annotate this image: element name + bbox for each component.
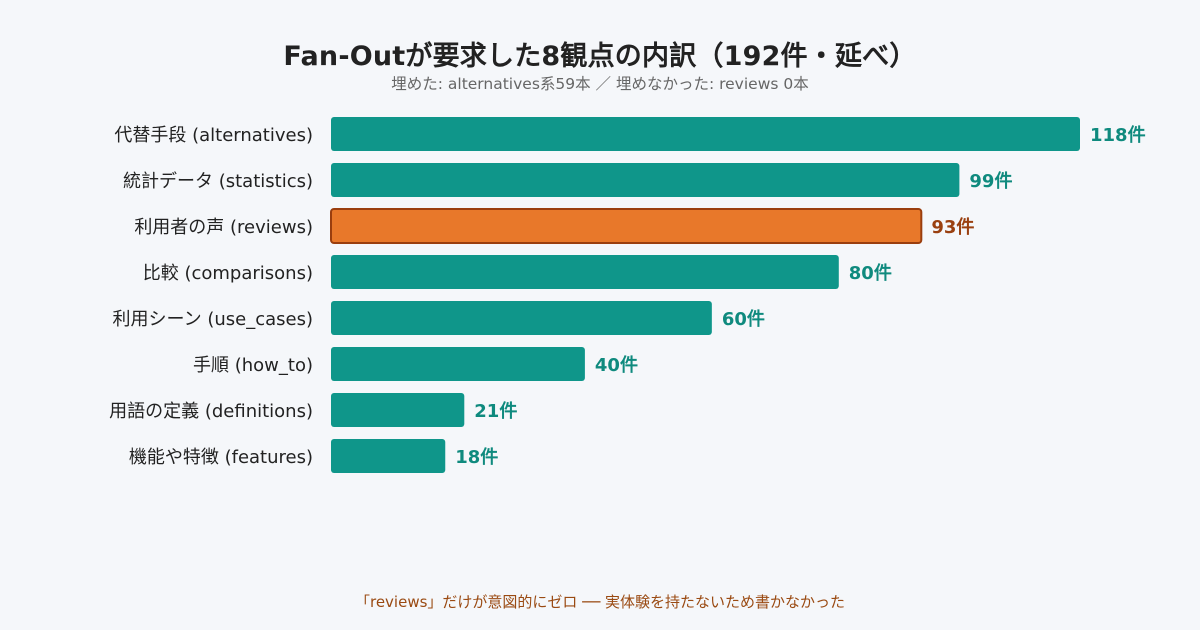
chart-footnote: 「reviews」だけが意図的にゼロ ── 実体験を持たないため書かなかった [354, 593, 846, 611]
value-label: 18件 [455, 446, 498, 468]
value-label: 99件 [969, 170, 1012, 192]
bar-highlight [330, 208, 923, 244]
chart-title: Fan-Outが要求した8観点の内訳（192件・延べ） [283, 41, 917, 72]
bar [331, 347, 585, 381]
bar [331, 117, 1080, 151]
category-label: 代替手段 (alternatives) [114, 125, 313, 146]
value-label: 118件 [1090, 124, 1146, 146]
bar [331, 163, 960, 197]
value-label: 60件 [722, 308, 765, 330]
value-label: 93件 [931, 216, 974, 238]
category-label: 手順 (how_to) [193, 355, 313, 376]
category-label: 比較 (comparisons) [143, 263, 313, 284]
value-label: 80件 [849, 262, 892, 284]
chart-subtitle: 埋めた: alternatives系59本 ／ 埋めなかった: reviews … [391, 75, 809, 93]
bar [331, 301, 712, 335]
category-label: 用語の定義 (definitions) [109, 401, 313, 422]
category-label: 機能や特徴 (features) [129, 447, 313, 468]
value-label: 40件 [595, 354, 638, 376]
category-label: 統計データ (statistics) [123, 171, 313, 192]
bar [331, 439, 446, 473]
category-label: 利用者の声 (reviews) [134, 217, 313, 238]
category-label: 利用シーン (use_cases) [113, 309, 313, 330]
bar [331, 393, 465, 427]
value-label: 21件 [474, 400, 517, 422]
bar [331, 255, 839, 289]
